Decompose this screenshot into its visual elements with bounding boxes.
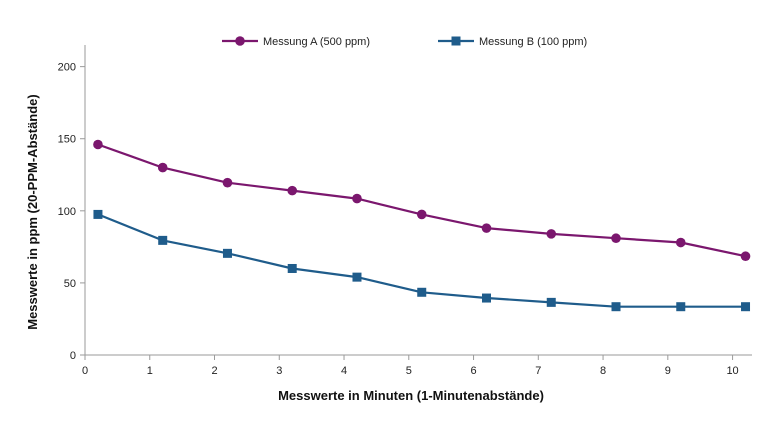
y-axis-title: Messwerte in ppm (20-PPM-Abstände) <box>25 94 40 330</box>
y-tick-label: 150 <box>58 134 76 146</box>
x-tick-label: 4 <box>341 365 347 377</box>
data-point <box>352 272 362 282</box>
data-point <box>157 162 168 173</box>
series-2 <box>93 209 751 312</box>
chart-axes: 0 50 100 150 200 0 1 2 3 4 5 6 7 8 9 10 <box>58 45 752 377</box>
x-tick-label: 3 <box>276 365 282 377</box>
y-tick-label: 200 <box>58 62 76 74</box>
x-tick-label: 0 <box>82 365 88 377</box>
data-point <box>287 263 297 273</box>
legend-label: Messung A (500 ppm) <box>263 36 370 48</box>
x-tick-label: 8 <box>600 365 606 377</box>
data-point <box>740 251 751 262</box>
series-line <box>97 143 746 258</box>
chart-series-layer <box>93 139 751 312</box>
x-tick-label: 10 <box>726 365 738 377</box>
data-point <box>481 223 492 233</box>
series-1 <box>93 139 751 262</box>
data-point <box>417 287 427 297</box>
data-point <box>611 233 621 244</box>
legend-marker <box>235 36 245 46</box>
x-tick-label: 9 <box>665 365 671 377</box>
data-point <box>222 177 233 188</box>
data-point <box>741 302 751 312</box>
data-point <box>158 235 168 245</box>
legend-marker <box>451 36 461 46</box>
data-point <box>222 248 232 258</box>
x-tick-label: 5 <box>406 365 412 377</box>
x-tick-label: 6 <box>470 365 476 377</box>
data-point <box>93 209 103 219</box>
data-point <box>675 237 686 248</box>
x-tick-label: 1 <box>147 365 153 377</box>
data-point <box>546 297 556 307</box>
data-point <box>481 293 491 303</box>
x-tick-label: 7 <box>535 365 541 377</box>
x-tick-label: 2 <box>211 365 217 377</box>
data-point <box>611 302 621 312</box>
legend-label: Messung B (100 ppm) <box>479 36 587 48</box>
legend-item-1: Messung A (500 ppm) <box>222 36 370 48</box>
data-point <box>546 229 557 239</box>
data-point <box>287 185 298 196</box>
y-tick-label: 0 <box>70 350 76 362</box>
y-tick-label: 100 <box>58 206 76 218</box>
y-tick-label: 50 <box>64 278 76 290</box>
data-point <box>93 139 103 150</box>
legend-item-2: Messung B (100 ppm) <box>438 36 587 48</box>
chart-legend: Messung A (500 ppm) Messung B (100 ppm) <box>222 36 587 48</box>
data-point <box>676 302 686 312</box>
data-point <box>352 193 362 204</box>
data-point <box>416 209 427 220</box>
x-axis-title: Messwerte in Minuten (1-Minutenabstände) <box>278 388 544 403</box>
